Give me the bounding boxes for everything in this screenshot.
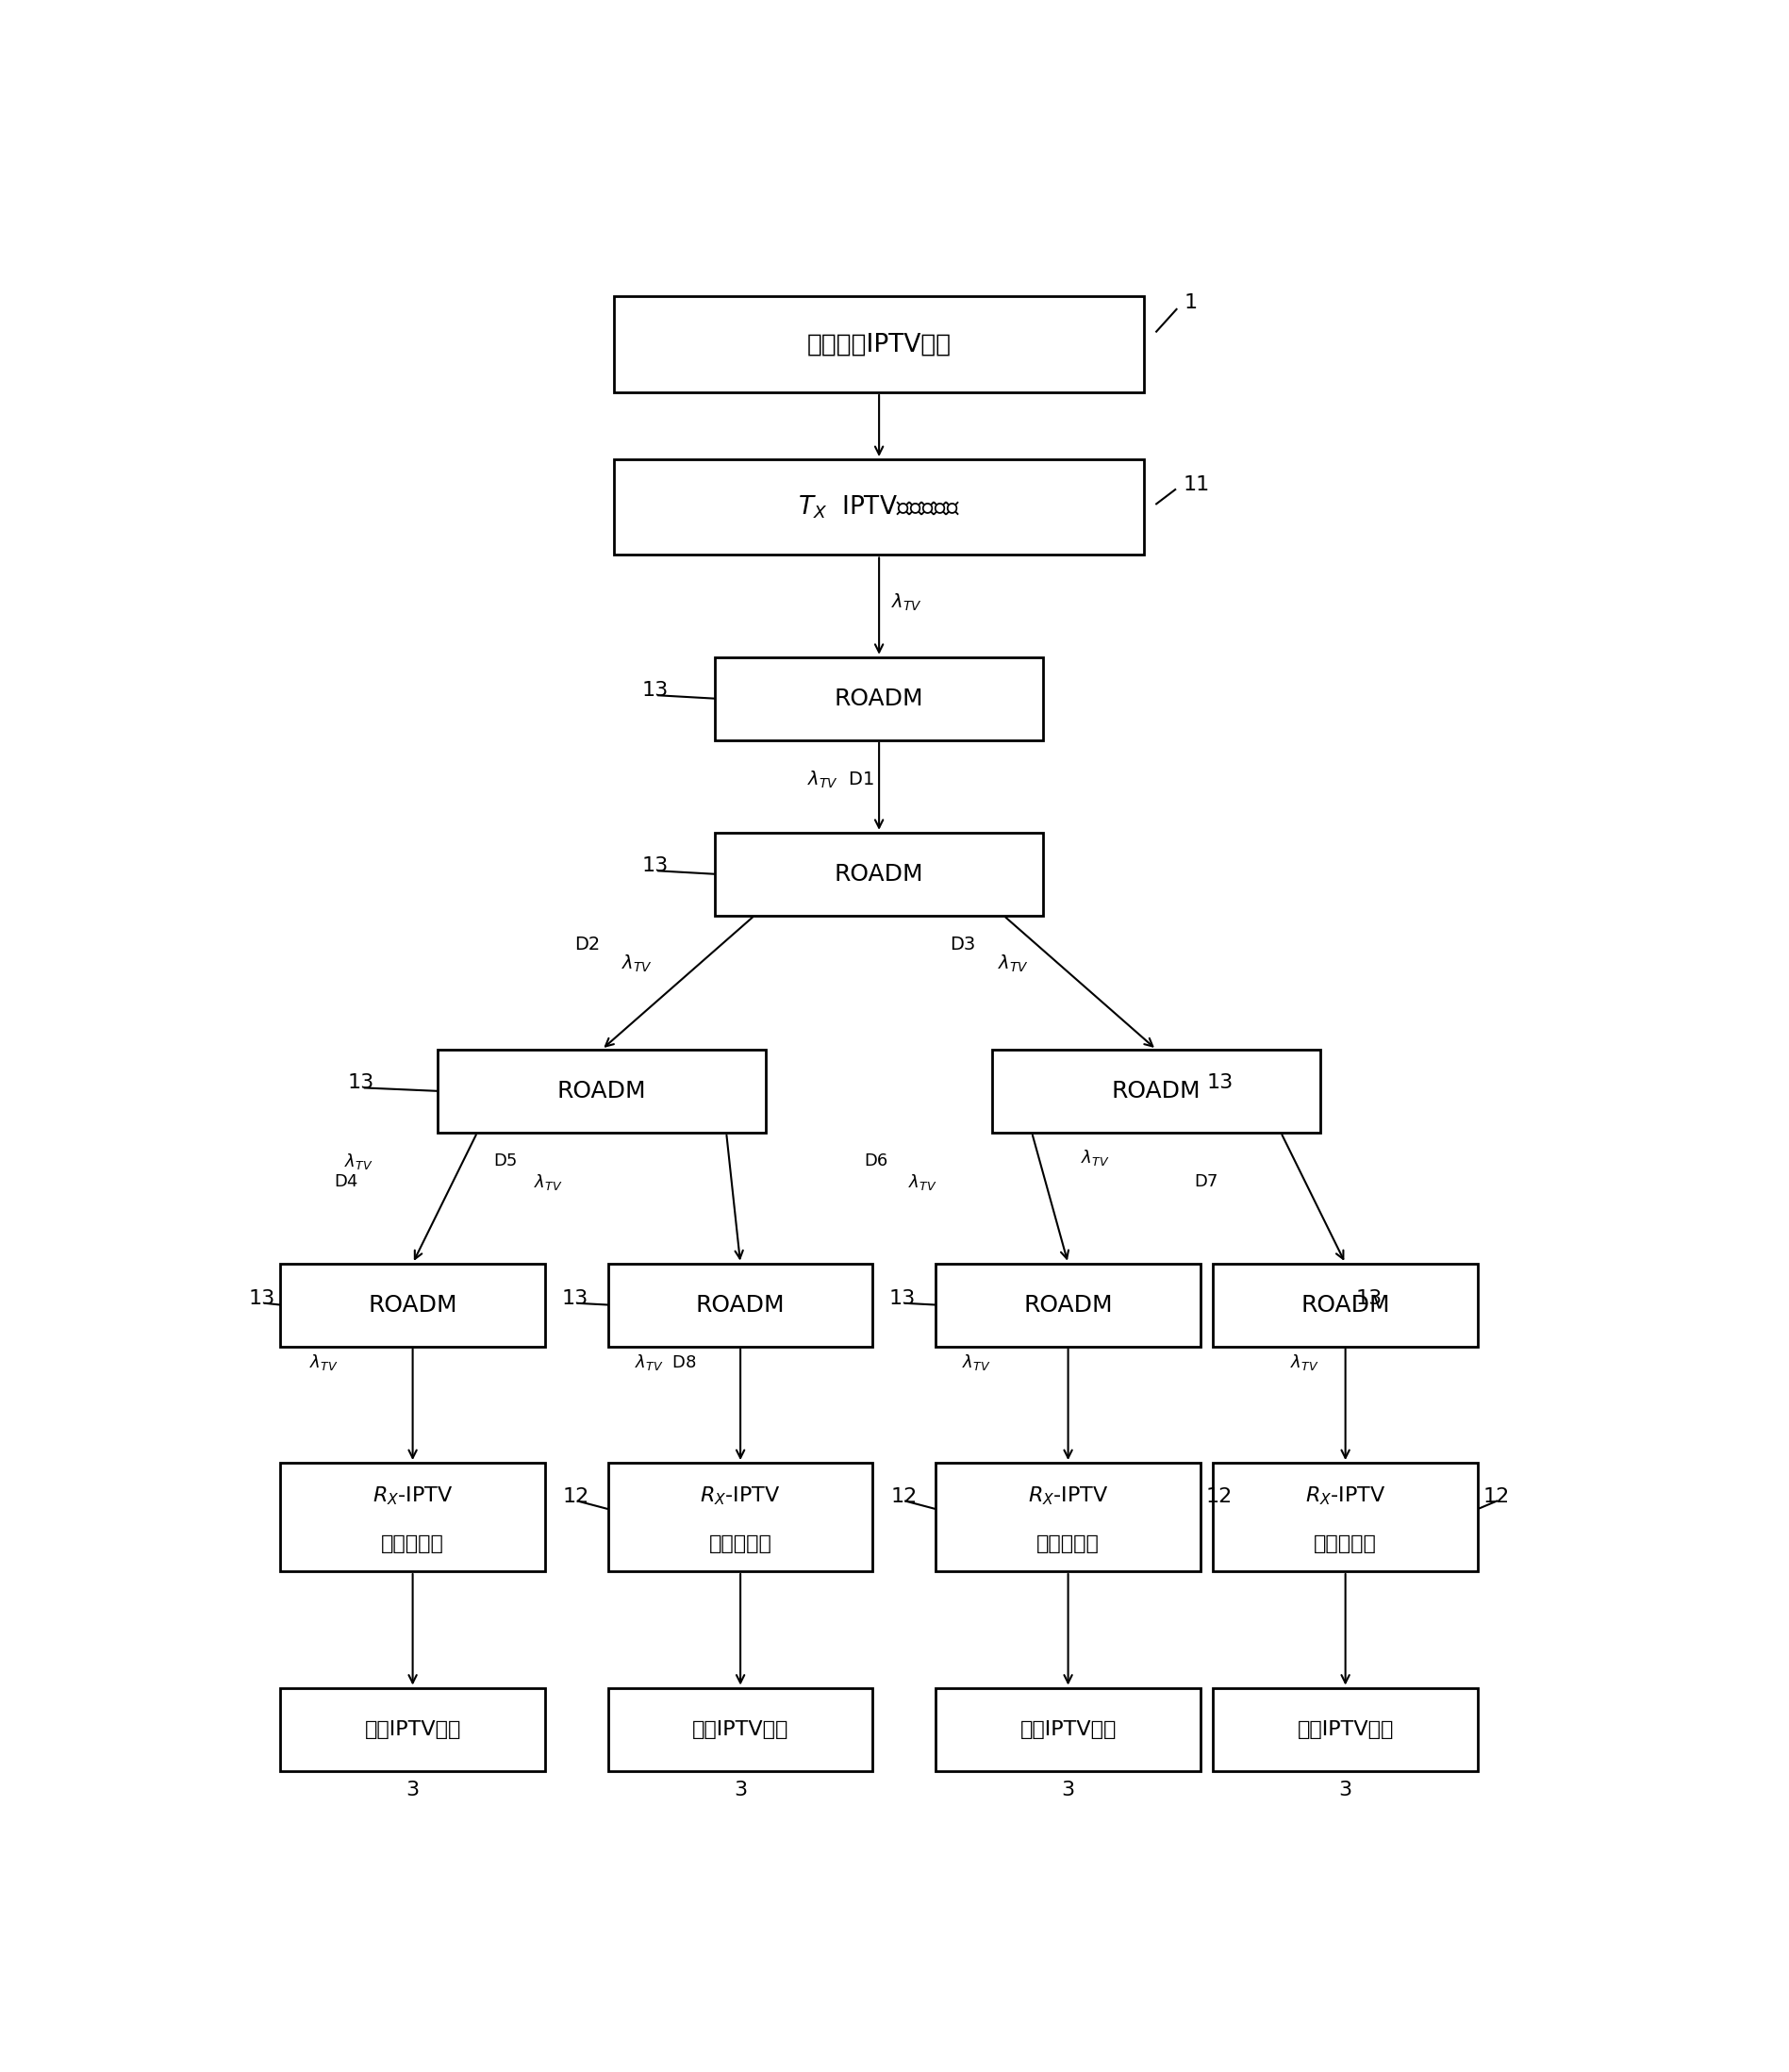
Text: ROADM: ROADM [1023, 1293, 1113, 1316]
Text: 接收器模块: 接收器模块 [381, 1535, 444, 1554]
Text: $\lambda_{TV}$: $\lambda_{TV}$ [998, 953, 1029, 974]
FancyBboxPatch shape [1213, 1463, 1478, 1571]
Text: 12: 12 [1483, 1488, 1510, 1506]
Text: D7: D7 [1195, 1173, 1218, 1191]
Text: 接收器模块: 接收器模块 [708, 1535, 771, 1554]
Text: $\lambda_{TV}$: $\lambda_{TV}$ [909, 1173, 937, 1191]
Text: 13: 13 [642, 856, 669, 876]
Text: $\lambda_{TV}$: $\lambda_{TV}$ [962, 1353, 991, 1372]
Text: 13: 13 [642, 682, 669, 700]
Text: 3: 3 [406, 1780, 419, 1798]
Text: 13: 13 [249, 1289, 276, 1307]
FancyBboxPatch shape [608, 1463, 873, 1571]
FancyBboxPatch shape [281, 1463, 546, 1571]
FancyBboxPatch shape [993, 1051, 1320, 1133]
Text: ROADM: ROADM [369, 1293, 458, 1316]
Text: 本地IPTV节点: 本地IPTV节点 [365, 1720, 462, 1738]
Text: $R_X$-IPTV: $R_X$-IPTV [372, 1486, 453, 1508]
Text: $\lambda_{TV}$: $\lambda_{TV}$ [345, 1152, 374, 1171]
Text: $R_X$-IPTV: $R_X$-IPTV [1306, 1486, 1386, 1508]
Text: 接收器模块: 接收器模块 [1313, 1535, 1378, 1554]
Text: $\lambda_{TV}$: $\lambda_{TV}$ [623, 953, 653, 974]
Text: 11: 11 [1183, 474, 1209, 495]
Text: 1: 1 [1184, 294, 1197, 313]
Text: ROADM: ROADM [1301, 1293, 1390, 1316]
Text: D6: D6 [864, 1152, 887, 1171]
FancyBboxPatch shape [936, 1463, 1200, 1571]
Text: 3: 3 [1061, 1780, 1075, 1798]
FancyBboxPatch shape [936, 1264, 1200, 1347]
FancyBboxPatch shape [281, 1264, 546, 1347]
Text: 3: 3 [733, 1780, 748, 1798]
Text: $T_X$  IPTV发射器模块: $T_X$ IPTV发射器模块 [798, 493, 961, 520]
Text: ROADM: ROADM [696, 1293, 785, 1316]
Text: $\lambda_{TV}$: $\lambda_{TV}$ [1290, 1353, 1318, 1372]
Text: $\lambda_{TV}$: $\lambda_{TV}$ [533, 1173, 562, 1191]
Text: D2: D2 [574, 934, 599, 953]
Text: $R_X$-IPTV: $R_X$-IPTV [1029, 1486, 1109, 1508]
Text: 接收器模块: 接收器模块 [1036, 1535, 1100, 1554]
Text: ROADM: ROADM [834, 862, 923, 885]
FancyBboxPatch shape [716, 833, 1043, 916]
Text: D3: D3 [950, 934, 975, 953]
Text: 12: 12 [564, 1488, 589, 1506]
FancyBboxPatch shape [1213, 1689, 1478, 1772]
FancyBboxPatch shape [608, 1264, 873, 1347]
FancyBboxPatch shape [438, 1051, 766, 1133]
Text: 13: 13 [889, 1289, 916, 1307]
Text: D5: D5 [494, 1152, 517, 1171]
Text: 12: 12 [1206, 1488, 1233, 1506]
FancyBboxPatch shape [936, 1689, 1200, 1772]
FancyBboxPatch shape [608, 1689, 873, 1772]
Text: ROADM: ROADM [556, 1080, 646, 1102]
Text: $\lambda_{TV}$: $\lambda_{TV}$ [891, 593, 923, 613]
Text: 本地IPTV节点: 本地IPTV节点 [692, 1720, 789, 1738]
Text: $\lambda_{TV}$  D1: $\lambda_{TV}$ D1 [807, 769, 873, 789]
Text: 本地IPTV节点: 本地IPTV节点 [1020, 1720, 1116, 1738]
Text: 13: 13 [1356, 1289, 1383, 1307]
Text: $R_X$-IPTV: $R_X$-IPTV [699, 1486, 780, 1508]
Text: $\lambda_{TV}$: $\lambda_{TV}$ [1081, 1148, 1109, 1169]
Text: 12: 12 [891, 1488, 918, 1506]
Text: 本地IPTV节点: 本地IPTV节点 [1297, 1720, 1394, 1738]
Text: 3: 3 [1338, 1780, 1352, 1798]
Text: ROADM: ROADM [1111, 1080, 1200, 1102]
Text: 13: 13 [562, 1289, 589, 1307]
FancyBboxPatch shape [614, 296, 1143, 392]
Text: 主网络的IPTV头端: 主网络的IPTV头端 [807, 332, 952, 356]
FancyBboxPatch shape [614, 460, 1143, 555]
Text: D4: D4 [335, 1173, 358, 1191]
Text: $\lambda_{TV}$: $\lambda_{TV}$ [309, 1353, 338, 1372]
Text: $\lambda_{TV}$  D8: $\lambda_{TV}$ D8 [635, 1353, 696, 1372]
FancyBboxPatch shape [716, 657, 1043, 740]
Text: 13: 13 [1208, 1073, 1233, 1092]
Text: 13: 13 [347, 1073, 374, 1092]
FancyBboxPatch shape [1213, 1264, 1478, 1347]
FancyBboxPatch shape [281, 1689, 546, 1772]
Text: ROADM: ROADM [834, 688, 923, 711]
